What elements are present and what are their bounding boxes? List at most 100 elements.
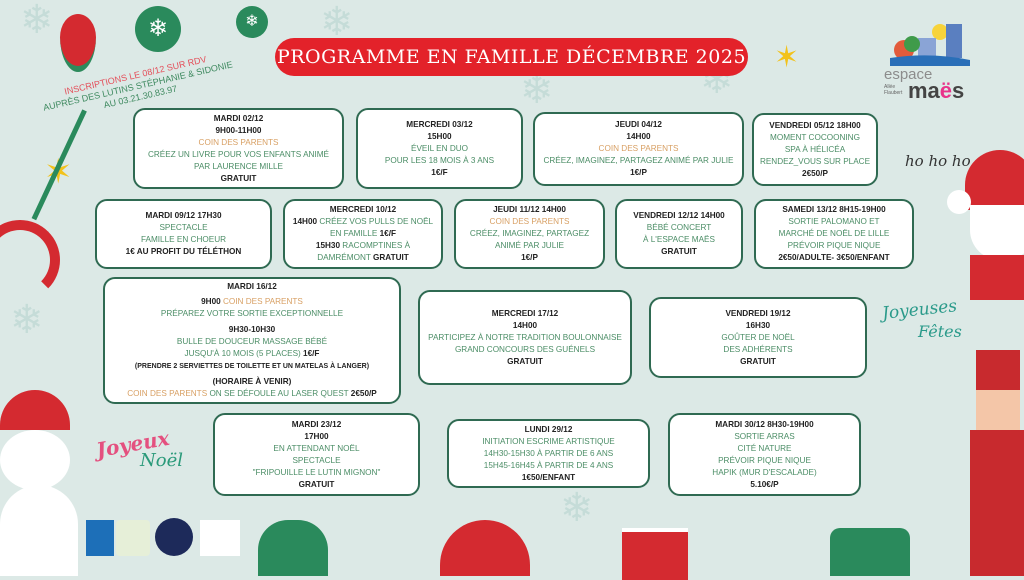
- event-line: 14H00 CRÉEZ VOS PULLS DE NOËL: [293, 216, 433, 228]
- event-line: MARDI 16/12: [227, 281, 277, 293]
- event-line: 5.10€/P: [750, 479, 778, 491]
- event-text: DAMRÉMONT: [317, 253, 374, 262]
- event-line: HAPIK (MUR D'ESCALADE): [712, 467, 816, 479]
- event-text: SPA À HÉLICÉA: [784, 144, 846, 154]
- event-emphasis: 1€50/ENFANT: [521, 472, 576, 482]
- event-text: BULLE DE DOUCEUR MASSAGE BÉBÉ: [176, 336, 328, 346]
- event-line: EN FAMILLE 1€/F: [330, 228, 396, 240]
- event-emphasis: MARDI 16/12: [227, 282, 277, 291]
- gift-icon: [622, 528, 688, 580]
- logo-letter-e: ë: [939, 78, 953, 103]
- candy-cane-icon: [0, 220, 60, 300]
- event-emphasis: 1€/F: [303, 348, 320, 358]
- nutcracker-icon: [970, 350, 1024, 576]
- event-emphasis: 1€/F: [379, 229, 396, 238]
- event-card: MERCREDI 10/12 14H00 CRÉEZ VOS PULLS DE N…: [283, 199, 443, 269]
- event-emphasis: 2€50/P: [802, 168, 828, 178]
- event-line: PAR LAURENCE MILLE: [194, 161, 283, 173]
- event-line: 15H00: [427, 131, 451, 143]
- joyeuses-fetes-text-1: Joyeuses: [881, 296, 959, 324]
- event-line: SORTIE ARRAS: [734, 431, 794, 443]
- event-card: MARDI 16/12 9H00 COIN DES PARENTS PRÉPAREZ…: [103, 277, 401, 404]
- event-emphasis: 17H00: [304, 431, 329, 441]
- event-text: PRÉVOIR PIQUE NIQUE: [787, 241, 881, 250]
- logo-letters: ma: [908, 78, 940, 103]
- event-line: (PRENDRE 2 SERVIETTES DE TOILETTE ET UN …: [135, 360, 369, 373]
- event-text: RACOMPTINES À: [342, 241, 411, 250]
- event-line: SPECTACLE: [159, 222, 207, 234]
- event-line: 17H00: [304, 431, 328, 443]
- event-text: EN ATTENDANT NOËL: [273, 443, 360, 453]
- event-emphasis: MARDI 02/12: [213, 113, 264, 123]
- event-text: (PRENDRE 2 SERVIETTES DE TOILETTE ET UN …: [134, 362, 370, 370]
- event-emphasis: 9H00-11H00: [215, 125, 262, 135]
- event-line: CRÉEZ, IMAGINEZ, PARTAGEZ: [470, 228, 589, 240]
- event-line: PRÉPAREZ VOTRE SORTIE EXCEPTIONNELLE: [161, 308, 343, 320]
- event-text: BÉBÉ CONCERT: [646, 223, 712, 232]
- event-line: GRATUIT: [299, 479, 335, 491]
- event-emphasis: GRATUIT: [373, 253, 409, 262]
- event-card: MARDI 23/12 17H00 EN ATTENDANT NOËL SPECTAC…: [213, 413, 420, 496]
- event-card: SAMEDI 13/12 8H15-19H00 SORTIE PALOMANO E…: [754, 199, 914, 269]
- event-line: MARDI 30/12 8H30-19H00: [715, 419, 813, 431]
- event-text: CRÉEZ, IMAGINEZ, PARTAGEZ: [469, 229, 590, 238]
- snowflake-icon: ❄: [320, 0, 354, 44]
- event-line: CRÉEZ UN LIVRE POUR VOS ENFANTS ANIMÉ: [148, 149, 329, 161]
- event-line: MOMENT COCOONING: [770, 132, 860, 144]
- event-text: 14H30-15H30 À PARTIR DE 6 ANS: [483, 448, 614, 458]
- event-line: VENDREDI 19/12: [725, 308, 790, 320]
- event-text: SPECTACLE: [292, 455, 341, 465]
- event-emphasis: 1€ AU PROFIT DU TÉLÉTHON: [125, 247, 242, 256]
- event-text: MARCHÉ DE NOËL DE LILLE: [778, 229, 890, 238]
- event-line: SAMEDI 13/12 8H15-19H00: [782, 204, 885, 216]
- event-line: DAMRÉMONT GRATUIT: [317, 252, 409, 264]
- event-line: INITIATION ESCRIME ARTISTIQUE: [482, 436, 615, 448]
- event-text: DES ADHÉRENTS: [723, 344, 793, 354]
- event-emphasis: 14H00: [512, 320, 538, 330]
- snowflake-icon: ❄: [560, 486, 594, 530]
- event-line: GRATUIT: [661, 246, 697, 258]
- event-emphasis: 2€50/P: [350, 388, 377, 398]
- event-line: GOÛTER DE NOËL: [721, 332, 794, 344]
- event-text: PAR LAURENCE MILLE: [193, 161, 284, 171]
- event-emphasis: MARDI 30/12 8H30-19H00: [715, 419, 814, 429]
- event-line: 1€/F: [431, 167, 447, 179]
- event-line: JEUDI 04/12: [615, 119, 662, 131]
- event-emphasis: 1€/P: [630, 168, 647, 177]
- event-line: FAMILLE EN CHOEUR: [141, 234, 226, 246]
- caf-logo: [86, 520, 114, 556]
- event-card: JEUDI 11/12 14H00 COIN DES PARENTS CRÉEZ, …: [454, 199, 605, 269]
- event-emphasis: GRATUIT: [661, 247, 697, 256]
- event-line: MERCREDI 10/12: [330, 204, 396, 216]
- snowflake-icon: ❄: [20, 0, 54, 42]
- event-card: MARDI 30/12 8H30-19H00 SORTIE ARRAS CITÉ N…: [668, 413, 861, 496]
- event-emphasis: 14H00: [626, 132, 651, 141]
- event-line: GRAND CONCOURS DES GUÉNELS: [455, 344, 595, 356]
- category-label: COIN DES PARENTS: [598, 144, 679, 153]
- event-card: VENDREDI 12/12 14H00 BÉBÉ CONCERT À L'ESPA…: [615, 199, 743, 269]
- event-line: 1€/P: [630, 167, 647, 179]
- event-emphasis: 15H00: [427, 131, 452, 141]
- event-line: GRATUIT: [507, 356, 543, 368]
- logo-address: Allée Flaubert: [884, 84, 903, 96]
- star-icon: ✶: [44, 153, 73, 191]
- event-line: COIN DES PARENTS ON SE DÉFOULE AU LASER …: [127, 388, 377, 400]
- event-text: GRAND CONCOURS DES GUÉNELS: [454, 344, 596, 354]
- event-emphasis: JEUDI 11/12 14H00: [493, 205, 566, 214]
- event-text: À L'ESPACE MAËS: [643, 235, 715, 244]
- event-line: DES ADHÉRENTS: [723, 344, 792, 356]
- event-line: MARCHÉ DE NOËL DE LILLE: [779, 228, 890, 240]
- event-emphasis: 9H30-10H30: [228, 324, 276, 334]
- event-line: 1€/P: [521, 252, 538, 264]
- event-line: COIN DES PARENTS: [490, 216, 570, 228]
- event-line: BULLE DE DOUCEUR MASSAGE BÉBÉ: [177, 336, 327, 348]
- event-line: LUNDI 29/12: [525, 424, 573, 436]
- event-emphasis: VENDREDI 19/12: [725, 308, 791, 318]
- logo-word-maes: maës: [908, 78, 964, 104]
- category-label: COIN DES PARENTS: [198, 137, 279, 147]
- page-title: PROGRAMME EN FAMILLE DÉCEMBRE 2025: [275, 38, 748, 76]
- event-line: À L'ESPACE MAËS: [643, 234, 715, 246]
- snowflake-icon: ❄: [10, 298, 44, 342]
- event-line: POUR LES 18 MOIS À 3 ANS: [385, 155, 494, 167]
- event-text: RENDEZ_VOUS SUR PLACE: [759, 156, 871, 166]
